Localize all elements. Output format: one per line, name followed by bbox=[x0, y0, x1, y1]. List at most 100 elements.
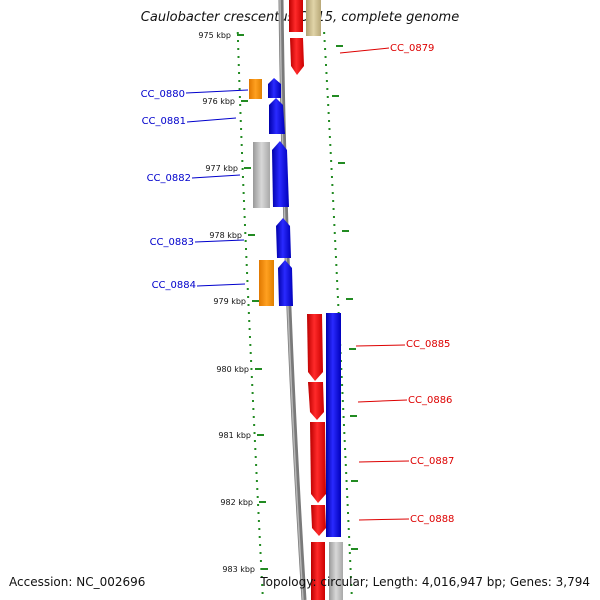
ring-dot bbox=[347, 512, 350, 514]
scale-tick-label: 979 kbp bbox=[213, 297, 246, 306]
feature-blue-0880[interactable] bbox=[268, 78, 281, 98]
ring-dot bbox=[343, 432, 346, 434]
ring-dot bbox=[348, 536, 351, 538]
ring-dot bbox=[248, 328, 251, 330]
ring-dot bbox=[259, 544, 262, 546]
ring-dot bbox=[238, 96, 241, 98]
ring-dot bbox=[237, 64, 240, 66]
feature-blue-0881[interactable] bbox=[269, 98, 285, 134]
feature-blue-0885-0888[interactable] bbox=[326, 313, 341, 537]
dotted-ring-group bbox=[236, 32, 358, 594]
scale-tick-label: 976 kbp bbox=[202, 97, 235, 106]
ring-dot bbox=[237, 48, 240, 50]
feature-cc0879-arrow[interactable] bbox=[290, 38, 304, 75]
gene-label-cc-0880[interactable]: CC_0880 bbox=[141, 89, 185, 100]
ring-dot bbox=[332, 208, 335, 210]
gene-leader-line bbox=[186, 117, 237, 123]
ring-dot bbox=[244, 240, 247, 242]
gene-leader-line bbox=[339, 47, 390, 54]
gene-label-cc-0885[interactable]: CC_0885 bbox=[406, 339, 450, 350]
ring-dot bbox=[260, 576, 263, 578]
ring-dot bbox=[239, 104, 242, 106]
gene-labels: CC_0880 CC_0881 CC_0882 CC_0883 CC_0884 CC_08… bbox=[141, 43, 455, 525]
gene-leader-line bbox=[194, 239, 245, 243]
feature-red-0886[interactable] bbox=[308, 382, 324, 420]
ring-dot bbox=[323, 32, 326, 34]
feature-gray-0882[interactable] bbox=[253, 142, 270, 208]
gene-label-cc-0886[interactable]: CC_0886 bbox=[408, 395, 452, 406]
feature-blue-0883[interactable] bbox=[276, 218, 291, 258]
ring-dot bbox=[256, 488, 259, 490]
gene-label-cc-0887[interactable]: CC_0887 bbox=[410, 456, 454, 467]
gene-label-cc-0883[interactable]: CC_0883 bbox=[150, 237, 194, 248]
ring-dash bbox=[342, 230, 349, 232]
ring-dot bbox=[255, 464, 258, 466]
ring-dot bbox=[247, 304, 250, 306]
ring-dot bbox=[241, 176, 244, 178]
ring-dash bbox=[349, 348, 356, 350]
feature-red-0888[interactable] bbox=[311, 505, 326, 536]
feature-tan[interactable] bbox=[306, 0, 321, 36]
feature-blue-0882[interactable] bbox=[272, 141, 289, 207]
ring-dot bbox=[252, 408, 255, 410]
feature-gray-bottom[interactable] bbox=[329, 542, 343, 600]
ring-dot bbox=[336, 296, 339, 298]
ring-dot bbox=[259, 560, 262, 562]
scale-tick-label: 982 kbp bbox=[220, 498, 253, 507]
scale-tick bbox=[244, 167, 251, 169]
gene-label-cc-0888[interactable]: CC_0888 bbox=[410, 514, 454, 525]
ring-dot bbox=[257, 520, 260, 522]
ring-dot bbox=[243, 216, 246, 218]
ring-dot bbox=[253, 440, 256, 442]
ring-dot bbox=[236, 32, 239, 34]
gene-label-cc-0882[interactable]: CC_0882 bbox=[147, 173, 191, 184]
feature-blue-0884[interactable] bbox=[278, 260, 293, 306]
ring-dot bbox=[334, 240, 337, 242]
ring-dot bbox=[261, 592, 264, 594]
feature-red-0885[interactable] bbox=[307, 314, 323, 381]
feature-red-bottom[interactable] bbox=[311, 542, 325, 600]
gene-label-cc-0884[interactable]: CC_0884 bbox=[152, 280, 196, 291]
ring-dot bbox=[241, 160, 244, 162]
ring-dot bbox=[323, 40, 326, 42]
ring-dot bbox=[340, 368, 343, 370]
ring-dot bbox=[245, 256, 248, 258]
ring-dot bbox=[254, 448, 257, 450]
ring-dot bbox=[247, 296, 250, 298]
gene-label-cc-0881[interactable]: CC_0881 bbox=[142, 116, 186, 127]
ring-dot bbox=[237, 56, 240, 58]
ring-dot bbox=[246, 288, 249, 290]
scale-tick bbox=[261, 568, 268, 570]
ring-dot bbox=[325, 64, 328, 66]
feature-orange-0880[interactable] bbox=[249, 79, 262, 99]
feature-cc0879-upper[interactable] bbox=[289, 0, 303, 32]
ring-dot bbox=[245, 264, 248, 266]
ring-dot bbox=[333, 232, 336, 234]
ring-dash bbox=[338, 162, 345, 164]
ring-dot bbox=[328, 128, 331, 130]
ring-dot bbox=[329, 152, 332, 154]
feature-red-0887[interactable] bbox=[310, 422, 326, 503]
scale-tick bbox=[248, 234, 255, 236]
ring-dot bbox=[258, 528, 261, 530]
ring-dot bbox=[326, 88, 329, 90]
ring-dot bbox=[249, 352, 252, 354]
ring-dot bbox=[255, 480, 258, 482]
ring-dot bbox=[330, 168, 333, 170]
ring-dot bbox=[251, 384, 254, 386]
ring-dot bbox=[345, 488, 348, 490]
ring-dot bbox=[343, 440, 346, 442]
ring-dot bbox=[240, 128, 243, 130]
ring-dot bbox=[329, 144, 332, 146]
gene-leader-line bbox=[357, 399, 408, 403]
ring-dot bbox=[250, 368, 253, 370]
ring-dot bbox=[349, 568, 352, 570]
ring-dot bbox=[334, 256, 337, 258]
ring-dot bbox=[243, 224, 246, 226]
ring-dot bbox=[246, 272, 249, 274]
ring-dot bbox=[256, 496, 259, 498]
feature-orange-0884[interactable] bbox=[259, 260, 274, 306]
ring-dot bbox=[244, 232, 247, 234]
ring-dash bbox=[332, 95, 339, 97]
gene-label-cc-0879[interactable]: CC_0879 bbox=[390, 43, 434, 54]
